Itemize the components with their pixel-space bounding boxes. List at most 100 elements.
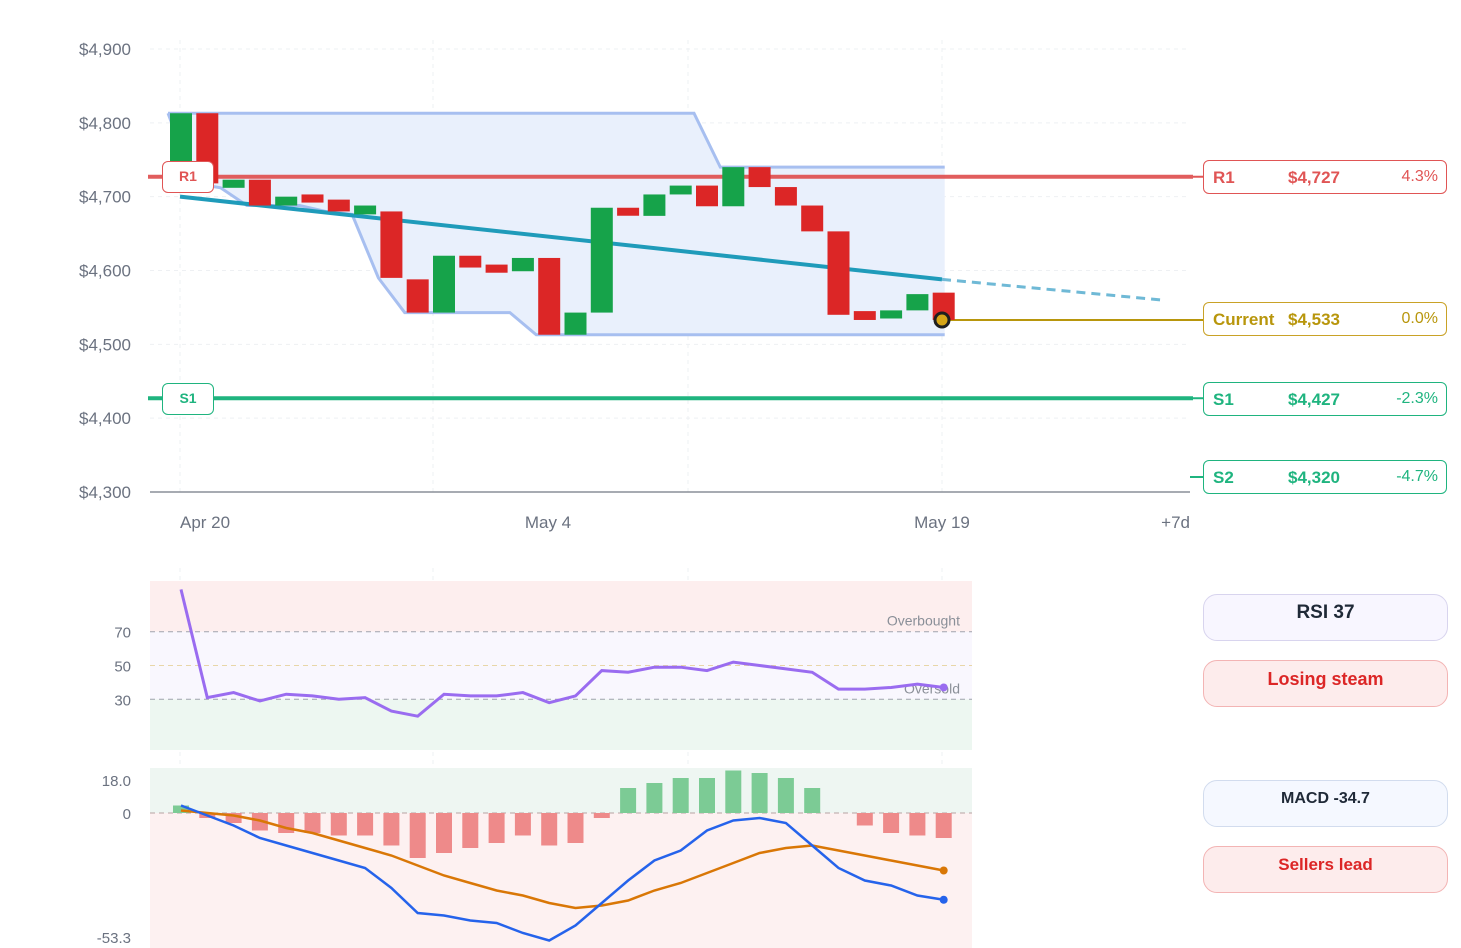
level-label-s2: S2 $4,320 -4.7%: [1203, 460, 1447, 494]
y-tick-label: $4,300: [79, 483, 131, 502]
macd-histogram-bar: [935, 813, 952, 838]
macd-histogram-bar: [567, 813, 584, 843]
candle: [327, 199, 350, 212]
level-label-r1: R1 $4,727 4.3%: [1203, 160, 1447, 194]
level-name: S2: [1213, 468, 1234, 487]
macd-histogram-bar: [646, 783, 663, 813]
macd-histogram-bar: [593, 813, 610, 818]
level-name: R1: [1213, 168, 1235, 187]
macd-panel: 18.0 0 -53.3: [97, 768, 972, 948]
rsi-tick-label: 50: [114, 659, 131, 676]
level-price: $4,533: [1288, 310, 1340, 329]
macd-histogram-bar: [804, 788, 821, 813]
candle: [853, 311, 876, 320]
candle: [774, 187, 797, 206]
rsi-panel: 70 50 30 Overbought Oversold: [114, 581, 972, 750]
y-tick-label: $4,800: [79, 114, 131, 133]
candle: [301, 194, 324, 203]
candle: [538, 257, 561, 335]
candle: [433, 255, 455, 313]
rsi-tick-label: 70: [114, 625, 131, 642]
macd-histogram-bar: [725, 770, 742, 813]
macd-negative-zone: [150, 813, 972, 948]
macd-signal-line: [180, 809, 944, 910]
level-name: Current: [1213, 310, 1275, 329]
candle: [669, 185, 692, 195]
candle: [880, 310, 903, 319]
level-pct: -4.7%: [1396, 468, 1438, 485]
candles: [170, 113, 955, 335]
macd-last-point: [939, 895, 948, 904]
channel-lower-line: [166, 112, 945, 337]
signal-last-point: [939, 866, 948, 875]
channel-upper-line: [168, 111, 945, 169]
candle: [643, 194, 666, 216]
macd-histogram-bar: [409, 813, 426, 858]
rsi-tick-label: 30: [114, 692, 131, 709]
macd-histogram-bar: [777, 778, 794, 813]
candle: [511, 257, 534, 272]
level-name: S1: [1213, 390, 1234, 409]
candle: [564, 312, 587, 335]
r1-tag: R1: [162, 161, 214, 193]
macd-histogram-bar: [883, 813, 900, 833]
level-pct: 0.0%: [1401, 310, 1438, 327]
macd-tick-label: 18.0: [102, 773, 131, 790]
macd-histogram-bar: [672, 778, 689, 813]
candle: [485, 264, 508, 273]
candle: [380, 211, 403, 278]
axes: $4,900 $4,800 $4,700 $4,600 $4,500 $4,400 $4,3…: [79, 40, 1190, 532]
level-price: $4,727: [1288, 168, 1340, 187]
candle: [406, 279, 429, 313]
macd-histogram-bar: [330, 813, 347, 836]
rsi-last-point: [939, 683, 948, 692]
macd-histogram-bar: [173, 805, 189, 813]
candle: [275, 196, 298, 206]
rsi-value-card: RSI 37: [1203, 594, 1448, 641]
macd-histogram-bar: [383, 813, 400, 846]
current-price-marker: [933, 311, 951, 329]
x-tick-label: Apr 20: [180, 513, 230, 532]
macd-histogram-bar: [304, 813, 321, 833]
x-tick-label: +7d: [1161, 513, 1190, 532]
candle: [722, 167, 745, 207]
x-tick-label: May 4: [525, 513, 571, 532]
level-label-current: Current $4,533 0.0%: [1203, 302, 1447, 336]
candle: [617, 207, 640, 216]
macd-tick-label: 0: [123, 806, 131, 823]
candle: [222, 179, 245, 188]
macd-histogram-bar: [488, 813, 505, 843]
candle: [354, 205, 377, 215]
candle: [590, 207, 613, 313]
s1-tag: S1: [162, 383, 214, 415]
rsi-line: [179, 589, 944, 718]
candle: [801, 205, 824, 232]
candle: [748, 167, 771, 188]
macd-histogram-bar: [357, 813, 374, 836]
oversold-label: Oversold: [904, 680, 960, 696]
overbought-label: Overbought: [887, 613, 960, 629]
macd-status-card: Sellers lead: [1203, 846, 1448, 893]
candle: [827, 231, 850, 315]
macd-histogram-bar: [751, 773, 768, 813]
y-tick-label: $4,600: [79, 262, 131, 281]
level-lines: [148, 174, 1203, 478]
macd-histogram-bar: [225, 813, 242, 823]
macd-histogram-bar: [699, 778, 715, 813]
candle: [696, 185, 718, 207]
macd-histogram-bar: [856, 813, 873, 826]
macd-histogram-bar: [436, 813, 452, 853]
macd-line: [180, 804, 944, 942]
y-tick-label: $4,900: [79, 40, 131, 59]
level-label-s1: S1 $4,427 -2.3%: [1203, 382, 1447, 416]
y-tick-label: $4,700: [79, 188, 131, 207]
macd-positive-zone: [150, 768, 972, 813]
trend-line: [179, 194, 1163, 302]
rsi-oversold-zone: [150, 699, 972, 750]
level-price: $4,427: [1288, 390, 1340, 409]
y-tick-label: $4,400: [79, 409, 131, 428]
macd-histogram-bar: [514, 813, 531, 836]
x-tick-label: May 19: [914, 513, 970, 532]
trend-line-solid: [179, 194, 943, 282]
